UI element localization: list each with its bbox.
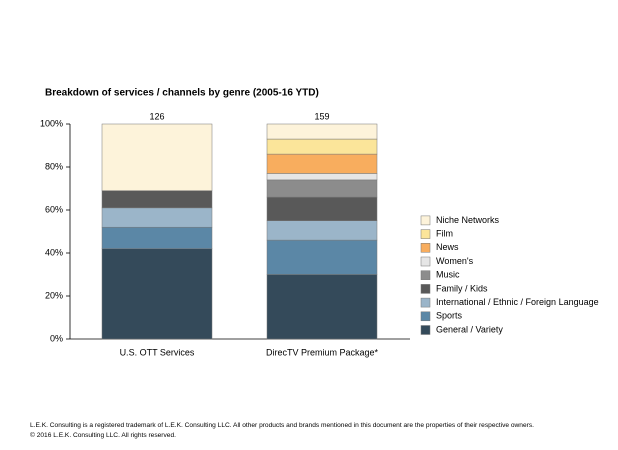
legend-label: Sports [436,311,463,321]
y-tick-label: 80% [45,161,63,171]
legend-swatch [420,284,431,294]
y-tick-label: 40% [45,247,63,257]
legend-label: Music [436,270,460,280]
legend-swatch [420,256,431,267]
legend-swatch [420,311,431,322]
x-tick-label: DirecTV Premium Package* [266,347,379,357]
legend-swatch [420,215,431,226]
legend-label: Family / Kids [436,283,488,293]
bar-segment [101,226,213,249]
bar-segment [266,274,378,340]
legend-label: Niche Networks [436,215,500,225]
bar-segment [266,179,378,198]
legend-swatch [420,229,431,239]
chart-title: Breakdown of services / channels by genr… [45,88,319,99]
total-label: 126 [149,111,164,121]
total-label: 159 [314,111,329,121]
bar-segment [266,173,378,181]
y-tick-label: 0% [50,333,63,343]
legend-swatch [420,297,431,308]
bar-segment [266,196,378,222]
legend-label: News [436,242,459,252]
bar-segment [101,207,213,228]
bar-segment [266,123,378,140]
legend-label: General / Variety [436,324,503,334]
bar-segment [266,153,378,174]
footer-line: © 2016 L.E.K. Consulting LLC. All rights… [30,431,176,439]
y-tick-label: 20% [45,290,63,300]
bar-segment [101,123,213,191]
x-tick-label: U.S. OTT Services [120,347,195,357]
bar-segment [266,239,378,275]
legend-label: Film [436,228,453,238]
legend-label: Women's [436,256,474,266]
legend-swatch [420,325,431,335]
bar-segment [266,220,378,241]
legend-label: International / Ethnic / Foreign Languag… [436,297,599,307]
y-tick-label: 60% [45,204,63,214]
bar-segment [101,248,213,340]
legend-swatch [420,243,431,253]
bar-segment [266,138,378,155]
bar-segment [101,190,213,209]
footer-line: L.E.K. Consulting is a registered tradem… [30,422,534,429]
y-tick-label: 100% [40,118,63,128]
legend-swatch [420,270,431,280]
